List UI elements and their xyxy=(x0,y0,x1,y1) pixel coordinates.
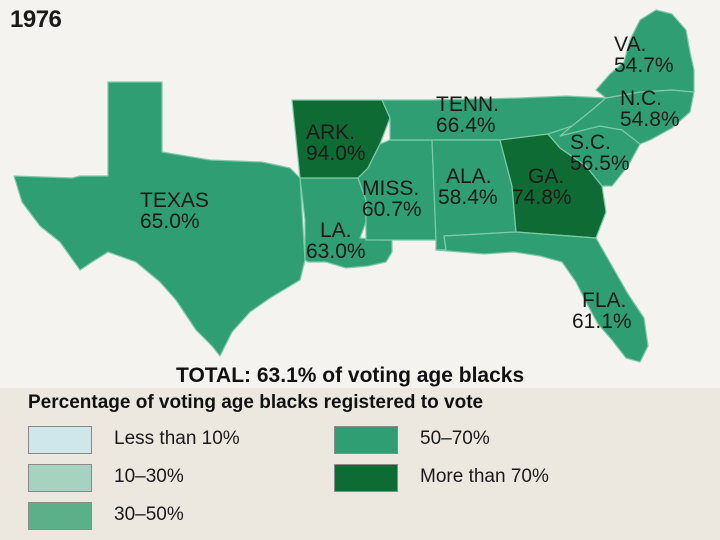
map-panel: 1976 VA. 54.7% N.C. 54.8% S.C. 56.5% TEN… xyxy=(0,0,720,388)
state-value: 66.4% xyxy=(436,114,496,137)
label-nc: N.C. 54.8% xyxy=(620,88,680,130)
label-sc: S.C. 56.5% xyxy=(570,132,630,174)
legend-swatch xyxy=(334,426,398,454)
legend-swatch xyxy=(28,426,92,454)
state-name: S.C. xyxy=(570,131,611,154)
legend-label: 50–70% xyxy=(420,428,490,449)
legend-swatch xyxy=(28,502,92,530)
state-name: N.C. xyxy=(620,87,662,110)
state-value: 74.8% xyxy=(512,186,572,209)
state-name: TEXAS xyxy=(140,189,209,212)
legend-label: Less than 10% xyxy=(114,428,240,449)
legend-label: More than 70% xyxy=(420,466,549,487)
state-name: TENN. xyxy=(436,93,499,116)
legend-swatch xyxy=(334,464,398,492)
state-name: ALA. xyxy=(446,165,492,188)
state-name: GA. xyxy=(528,165,565,188)
legend-label: 10–30% xyxy=(114,466,184,487)
label-texas: TEXAS 65.0% xyxy=(140,190,209,232)
state-value: 58.4% xyxy=(438,186,498,209)
legend-label: 30–50% xyxy=(114,504,184,525)
state-value: 61.1% xyxy=(572,310,632,333)
state-name: ARK. xyxy=(306,121,356,144)
state-texas xyxy=(13,81,306,357)
state-name: VA. xyxy=(614,33,647,56)
state-name: LA. xyxy=(320,219,352,242)
legend-swatch xyxy=(28,464,92,492)
label-ark: ARK. 94.0% xyxy=(306,122,366,164)
label-ga: GA. 74.8% xyxy=(512,166,572,208)
label-ala: ALA. 58.4% xyxy=(438,166,498,208)
total-summary: TOTAL: 63.1% of voting age blacks xyxy=(176,364,525,387)
state-name: MISS. xyxy=(362,177,420,200)
state-nc xyxy=(559,89,695,145)
state-value: 94.0% xyxy=(306,142,366,165)
state-value: 63.0% xyxy=(306,240,366,263)
state-value: 56.5% xyxy=(570,152,630,175)
state-fla xyxy=(435,231,649,363)
label-fla: FLA. 61.1% xyxy=(572,290,632,332)
southern-states-map xyxy=(13,9,695,363)
state-va xyxy=(595,9,695,99)
legend-title: Percentage of voting age blacks register… xyxy=(28,392,484,413)
state-name: FLA. xyxy=(582,289,627,312)
label-tenn: TENN. 66.4% xyxy=(436,94,499,136)
map-year: 1976 xyxy=(10,6,62,33)
label-la: LA. 63.0% xyxy=(306,220,366,262)
legend: Percentage of voting age blacks register… xyxy=(0,388,720,540)
label-va: VA. 54.7% xyxy=(614,34,674,76)
state-value: 60.7% xyxy=(362,198,422,221)
state-value: 54.7% xyxy=(614,54,674,77)
state-value: 65.0% xyxy=(140,210,200,233)
state-value: 54.8% xyxy=(620,108,680,131)
label-miss: MISS. 60.7% xyxy=(362,178,422,220)
